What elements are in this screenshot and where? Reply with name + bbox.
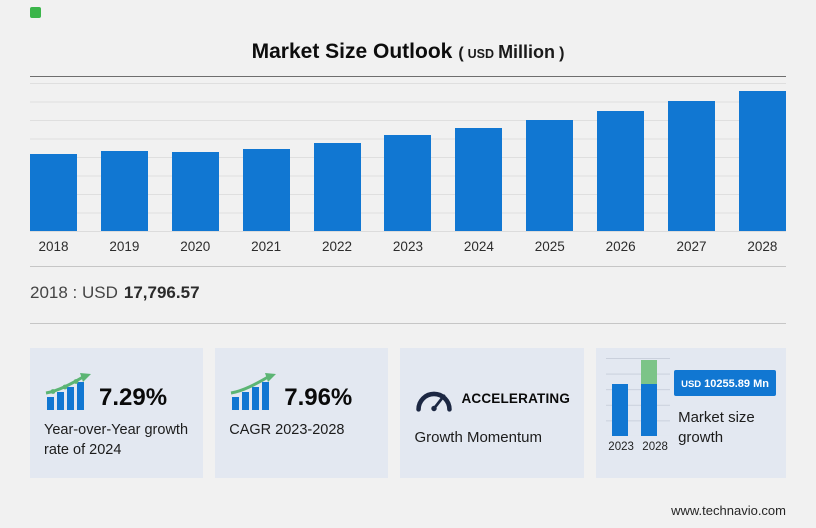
base-year-label: 2018 : USD <box>30 283 118 302</box>
x-tick-2019: 2019 <box>109 239 140 254</box>
stat-cards: 7.29% Year-over-Year growth rate of 2024 <box>30 348 786 478</box>
bar-2027 <box>668 101 716 231</box>
base-year-note: 2018 : USD 17,796.57 <box>30 283 786 303</box>
growth-trend-icon <box>229 372 277 410</box>
bar-2021 <box>242 149 290 231</box>
yoy-growth-label: Year-over-Year growth rate of 2024 <box>44 422 189 458</box>
bar-2019 <box>100 151 148 231</box>
bar-2022 <box>313 143 361 231</box>
title-paren-close: ) <box>559 45 565 62</box>
cagr-value: 7.96% <box>284 384 353 411</box>
x-tick-2023: 2023 <box>392 239 423 254</box>
bar-2028 <box>738 91 786 231</box>
card-yoy-growth: 7.29% Year-over-Year growth rate of 2024 <box>30 348 204 478</box>
yoy-growth-value: 7.29% <box>99 384 168 411</box>
website-link[interactable]: www.technavio.com <box>671 503 786 518</box>
mini-x-tick-2028: 2028 <box>642 441 668 453</box>
card-cagr: 7.96% CAGR 2023-2028 <box>215 348 389 478</box>
logo-mark <box>30 7 41 18</box>
base-year-value: 17,796.57 <box>123 283 200 302</box>
page-title: Market Size Outlook (USD Million) <box>30 0 786 64</box>
cagr-label: CAGR 2023-2028 <box>229 422 345 438</box>
mini-x-tick-2023: 2023 <box>608 441 634 453</box>
mini-bar-2028-base <box>641 384 658 436</box>
bar-2025 <box>526 120 574 231</box>
momentum-label: Growth Momentum <box>414 429 542 446</box>
bar-2020 <box>171 152 219 231</box>
title-unit: Million <box>498 42 556 62</box>
title-paren-open: ( <box>458 45 464 62</box>
x-tick-2018: 2018 <box>38 239 69 254</box>
x-tick-2024: 2024 <box>463 239 494 254</box>
x-tick-2020: 2020 <box>180 239 211 254</box>
x-tick-2027: 2027 <box>676 239 707 254</box>
x-tick-2022: 2022 <box>322 239 353 254</box>
bar-2026 <box>597 111 645 231</box>
card-growth-momentum: ACCELERATING Growth Momentum <box>400 348 585 478</box>
x-tick-2026: 2026 <box>605 239 636 254</box>
divider-under-title <box>30 76 786 77</box>
growth-trend-icon <box>44 372 92 410</box>
bar-2024 <box>455 128 503 231</box>
divider-above-note <box>30 266 786 267</box>
mini-chart-x-axis: 2023 2028 <box>606 441 670 453</box>
growth-mini-chart: 2023 2028 <box>606 358 671 470</box>
mini-chart-plot <box>606 358 671 436</box>
momentum-value: ACCELERATING <box>461 391 571 406</box>
speedometer-icon <box>414 384 454 413</box>
market-size-growth-label: Market size growth <box>678 409 755 446</box>
mini-bar-2028-growth-segment <box>641 360 658 384</box>
market-chart-plot <box>30 83 786 232</box>
x-tick-2021: 2021 <box>251 239 282 254</box>
x-tick-2025: 2025 <box>534 239 565 254</box>
title-currency: USD <box>467 47 495 61</box>
badge-currency: USD <box>681 379 702 390</box>
bar-2018 <box>30 154 77 231</box>
divider-above-cards <box>30 323 786 324</box>
market-chart-labels: 2018 2019 2020 2021 2022 2023 2024 2025 2026 2027… <box>30 239 786 254</box>
bar-2023 <box>384 135 432 231</box>
card-market-size-growth: 2023 2028 USD 10255.89 Mn Market size gro… <box>596 348 786 478</box>
badge-value: 10255.89 Mn <box>704 378 769 390</box>
mini-bar-2023 <box>612 384 629 436</box>
x-tick-2028: 2028 <box>747 239 778 254</box>
growth-value-badge: USD 10255.89 Mn <box>674 370 776 396</box>
title-text: Market Size Outlook <box>251 40 453 63</box>
